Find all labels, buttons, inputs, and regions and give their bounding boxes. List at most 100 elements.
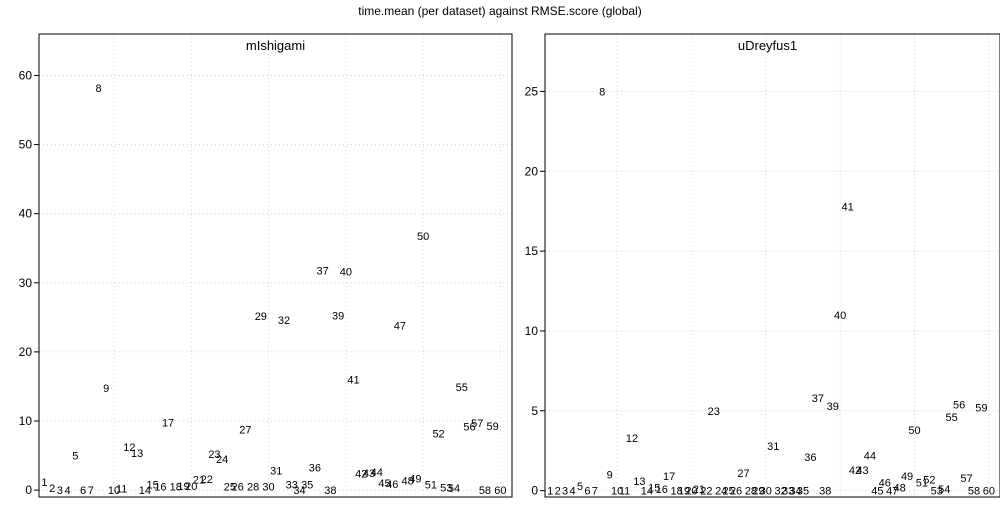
data-point-label: 10 <box>108 485 120 497</box>
data-point-label: 58 <box>479 485 491 497</box>
data-point-label: 3 <box>562 486 568 498</box>
data-point-label: 37 <box>812 393 824 405</box>
data-point-label: 7 <box>592 486 598 498</box>
data-point-label: 58 <box>968 486 980 498</box>
data-point-label: 39 <box>827 401 839 413</box>
data-point-label: 59 <box>487 421 499 433</box>
plot-frame <box>38 33 513 498</box>
data-point-label: 48 <box>894 482 906 494</box>
data-point-label: 29 <box>752 486 764 498</box>
data-point-label: 60 <box>983 486 995 498</box>
data-point-label: 12 <box>626 433 638 445</box>
data-point-label: 19 <box>177 481 189 493</box>
data-point-label: 16 <box>656 484 668 496</box>
data-point-label: 22 <box>700 486 712 498</box>
data-point-label: 27 <box>737 468 749 480</box>
data-point-label: 42 <box>849 465 861 477</box>
data-point-label: 14 <box>641 486 653 498</box>
data-point-label: 32 <box>775 486 787 498</box>
data-point-label: 12 <box>123 442 135 454</box>
data-point-label: 33 <box>286 480 298 492</box>
data-point-label: 45 <box>378 478 390 490</box>
data-point-label: 43 <box>363 468 375 480</box>
y-tick-label: 40 <box>19 207 33 221</box>
data-point-label: 5 <box>72 451 78 463</box>
data-point-label: 20 <box>185 481 197 493</box>
plot-frame <box>544 33 1000 498</box>
data-point-label: 35 <box>301 480 313 492</box>
data-point-label: 5 <box>577 481 583 493</box>
data-point-label: 1 <box>41 477 47 489</box>
panel-title: uDreyfus1 <box>738 38 797 53</box>
data-point-label: 55 <box>456 382 468 394</box>
data-point-label: 7 <box>88 485 94 497</box>
data-point-label: 27 <box>239 424 251 436</box>
data-point-label: 22 <box>201 474 213 486</box>
data-point-label: 49 <box>901 471 913 483</box>
data-point-label: 2 <box>49 483 55 495</box>
data-point-label: 20 <box>685 486 697 498</box>
y-tick-label: 20 <box>19 345 33 359</box>
data-point-label: 41 <box>347 375 359 387</box>
data-point-label: 21 <box>693 484 705 496</box>
data-point-label: 17 <box>162 417 174 429</box>
y-tick-label: 0 <box>531 484 538 498</box>
data-point-label: 25 <box>723 486 735 498</box>
data-point-label: 4 <box>65 485 71 497</box>
data-point-label: 2 <box>555 486 561 498</box>
panel-title: mIshigami <box>246 38 305 53</box>
data-point-label: 37 <box>317 265 329 277</box>
chart-main-title: time.mean (per dataset) against RMSE.sco… <box>358 4 642 18</box>
data-point-label: 34 <box>293 485 305 497</box>
data-point-label: 13 <box>131 448 143 460</box>
data-point-label: 6 <box>80 485 86 497</box>
data-point-label: 53 <box>440 482 452 494</box>
data-point-label: 56 <box>953 399 965 411</box>
data-point-label: 52 <box>432 428 444 440</box>
data-point-label: 52 <box>923 474 935 486</box>
data-point-label: 33 <box>782 486 794 498</box>
data-point-label: 57 <box>960 473 972 485</box>
data-point-label: 40 <box>834 310 846 322</box>
y-tick-label: 60 <box>19 68 33 82</box>
y-tick-label: 5 <box>531 404 538 418</box>
data-point-label: 55 <box>946 412 958 424</box>
data-point-label: 18 <box>670 486 682 498</box>
data-point-label: 3 <box>57 485 63 497</box>
data-point-label: 8 <box>599 86 605 98</box>
data-point-label: 50 <box>417 231 429 243</box>
data-point-label: 28 <box>745 486 757 498</box>
data-point-label: 48 <box>402 475 414 487</box>
data-point-label: 59 <box>975 403 987 415</box>
data-point-label: 21 <box>193 475 205 487</box>
data-point-label: 50 <box>908 425 920 437</box>
data-point-label: 13 <box>633 476 645 488</box>
data-point-label: 54 <box>938 484 950 496</box>
data-point-label: 9 <box>607 470 613 482</box>
data-point-label: 29 <box>255 311 267 323</box>
data-point-label: 6 <box>584 486 590 498</box>
data-point-label: 53 <box>931 486 943 498</box>
data-point-label: 45 <box>871 486 883 498</box>
data-point-label: 9 <box>103 383 109 395</box>
data-point-label: 42 <box>355 469 367 481</box>
data-point-label: 8 <box>95 83 101 95</box>
data-point-label: 54 <box>448 483 460 495</box>
data-point-label: 47 <box>886 486 898 498</box>
data-point-label: 49 <box>409 473 421 485</box>
data-point-label: 46 <box>879 478 891 490</box>
y-tick-label: 15 <box>525 244 539 258</box>
data-point-label: 14 <box>139 485 151 497</box>
data-point-label: 24 <box>715 486 727 498</box>
data-point-label: 10 <box>611 486 623 498</box>
data-point-label: 44 <box>371 467 383 479</box>
data-point-label: 4 <box>569 486 575 498</box>
data-point-label: 38 <box>324 485 336 497</box>
data-point-label: 24 <box>216 454 228 466</box>
data-point-label: 47 <box>394 321 406 333</box>
data-point-label: 34 <box>789 486 801 498</box>
data-point-label: 57 <box>471 418 483 430</box>
